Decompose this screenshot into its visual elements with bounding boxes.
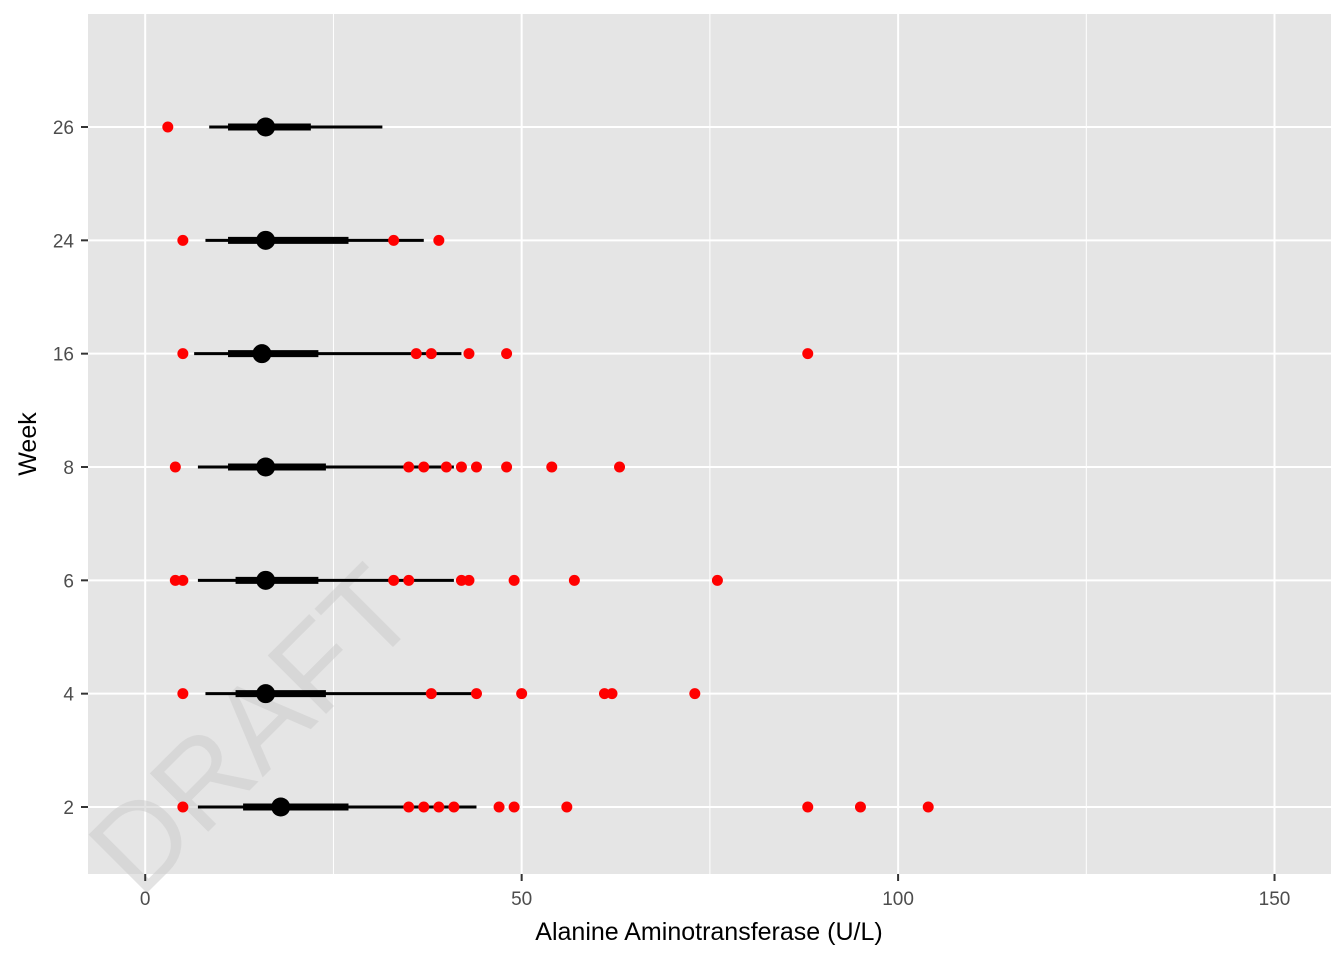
outlier-point	[388, 574, 400, 586]
median-point	[256, 570, 276, 590]
outlier-point	[177, 348, 189, 360]
median-point	[256, 230, 276, 250]
outlier-point	[470, 688, 482, 700]
median-point	[252, 344, 272, 364]
median-point	[256, 117, 276, 137]
outlier-point	[177, 688, 189, 700]
outlier-point	[433, 234, 445, 246]
median-point	[256, 457, 276, 477]
outlier-point	[561, 801, 573, 813]
outlier-point	[162, 121, 174, 133]
outlier-point	[455, 574, 467, 586]
outlier-point	[598, 688, 610, 700]
x-tick-label: 150	[1259, 889, 1291, 910]
outlier-point	[493, 801, 505, 813]
outlier-point	[711, 574, 723, 586]
y-tick-label: 16	[53, 345, 74, 366]
x-tick-label: 100	[882, 889, 914, 910]
outlier-point	[470, 461, 482, 473]
outlier-point	[508, 801, 520, 813]
outlier-point	[546, 461, 558, 473]
outlier-point	[418, 461, 430, 473]
outlier-point	[802, 348, 814, 360]
outlier-point	[463, 574, 475, 586]
outlier-point	[169, 461, 181, 473]
outlier-point	[501, 348, 513, 360]
outlier-point	[455, 461, 467, 473]
outlier-point	[802, 801, 814, 813]
outlier-point	[448, 801, 460, 813]
outlier-point	[410, 348, 422, 360]
outlier-point	[501, 461, 513, 473]
y-tick-label: 6	[63, 571, 74, 592]
outlier-point	[463, 348, 475, 360]
outlier-point	[425, 688, 437, 700]
outlier-point	[614, 461, 626, 473]
outlier-point	[177, 801, 189, 813]
outlier-point	[606, 688, 618, 700]
y-axis-title: Week	[14, 412, 42, 476]
outlier-point	[425, 348, 437, 360]
median-point	[271, 797, 291, 817]
outlier-point	[388, 234, 400, 246]
y-tick-label: 26	[53, 118, 74, 139]
y-tick-label: 2	[63, 798, 74, 819]
outlier-point	[516, 688, 528, 700]
outlier-point	[568, 574, 580, 586]
y-tick-label: 24	[53, 231, 75, 252]
outlier-point	[177, 574, 189, 586]
x-axis-title: Alanine Aminotransferase (U/L)	[535, 918, 882, 946]
outlier-point	[440, 461, 452, 473]
outlier-point	[854, 801, 866, 813]
median-point	[256, 684, 276, 704]
y-tick-label: 8	[63, 458, 74, 479]
outlier-point	[177, 234, 189, 246]
x-axis: 0 50 100 150	[140, 874, 1290, 910]
outlier-point	[403, 801, 415, 813]
outlier-layer	[162, 121, 934, 813]
y-tick-label: 4	[63, 685, 74, 706]
outlier-point	[418, 801, 430, 813]
x-tick-label: 0	[140, 889, 151, 910]
grid-minor	[332, 14, 1087, 874]
x-tick-label: 50	[511, 889, 532, 910]
outlier-point	[169, 574, 181, 586]
outlier-point	[922, 801, 934, 813]
outlier-point	[403, 574, 415, 586]
outlier-point	[433, 801, 445, 813]
outlier-point	[403, 461, 415, 473]
outlier-point	[689, 688, 701, 700]
outlier-point	[508, 574, 520, 586]
